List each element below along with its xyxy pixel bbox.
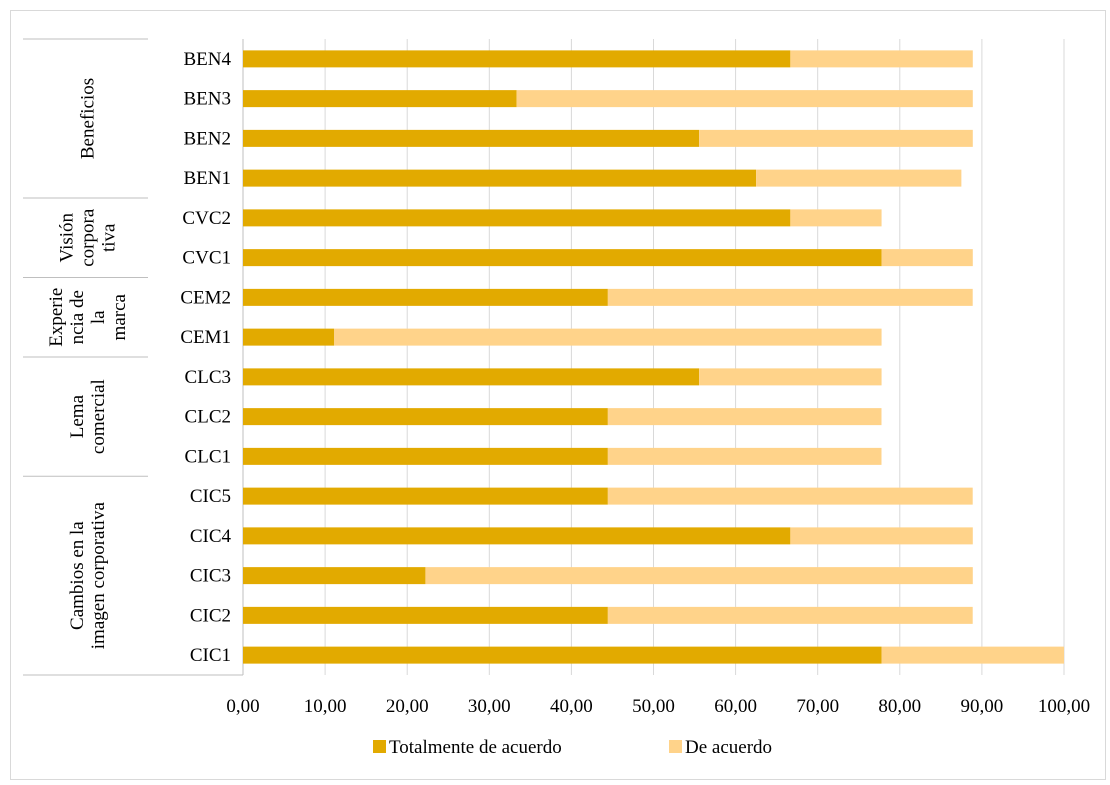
category-label-cic1: CIC1 xyxy=(190,645,231,666)
bar-totalmente-ben3 xyxy=(243,90,517,108)
group-label-line: marca xyxy=(109,293,130,340)
chart-frame: CIC1 CIC2 CIC3 CIC4 CIC5 CLC1 CLC2 CLC3 CEM1 CEM2… xyxy=(10,10,1106,780)
x-tick-label: 40,00 xyxy=(550,696,593,717)
group-label-line: Beneficios xyxy=(78,78,99,159)
x-tick-label: 50,00 xyxy=(632,696,675,717)
x-tick-label: 80,00 xyxy=(878,696,921,717)
category-label-cem2: CEM2 xyxy=(180,287,231,308)
group-label-line: Cambios en la xyxy=(67,521,88,630)
bar-de-acuerdo-clc2 xyxy=(607,408,882,426)
category-label-clc3: CLC3 xyxy=(185,367,231,388)
bar-totalmente-clc2 xyxy=(243,408,608,426)
group-label-0: Cambios en la imagen corporativa xyxy=(67,501,109,649)
x-tick-label: 10,00 xyxy=(304,696,347,717)
legend-label-totalmente-de-acuerdo: Totalmente de acuerdo xyxy=(389,737,562,758)
group-label-1: Lema comercial xyxy=(67,379,109,454)
bar-totalmente-cic1 xyxy=(243,646,882,664)
x-tick-label: 70,00 xyxy=(796,696,839,717)
category-label-clc2: CLC2 xyxy=(185,407,231,428)
category-label-ben2: BEN2 xyxy=(184,128,232,149)
bar-totalmente-cic3 xyxy=(243,567,426,585)
bar-de-acuerdo-cem2 xyxy=(607,288,973,306)
x-tick-label: 30,00 xyxy=(468,696,511,717)
bar-totalmente-cvc2 xyxy=(243,209,791,227)
legend-swatch-totalmente-de-acuerdo xyxy=(373,740,386,753)
bar-totalmente-clc1 xyxy=(243,447,608,465)
bar-totalmente-cic4 xyxy=(243,527,791,545)
group-label-line: imagen corporativa xyxy=(88,501,109,649)
x-tick-label: 90,00 xyxy=(961,696,1004,717)
bar-de-acuerdo-cic4 xyxy=(790,527,973,545)
group-label-line: corpora xyxy=(78,208,99,267)
group-label-4: Beneficios xyxy=(78,78,99,159)
x-tick-label: 0,00 xyxy=(226,696,259,717)
bar-totalmente-cem1 xyxy=(243,328,335,346)
bar-totalmente-cem2 xyxy=(243,288,608,306)
bar-de-acuerdo-cic2 xyxy=(607,606,973,624)
category-label-ben1: BEN1 xyxy=(184,168,232,189)
group-label-line: comercial xyxy=(88,379,109,454)
category-label-cvc2: CVC2 xyxy=(182,208,231,229)
category-label-cvc1: CVC1 xyxy=(182,248,231,269)
category-label-cic3: CIC3 xyxy=(190,566,231,587)
bar-de-acuerdo-cvc1 xyxy=(881,249,973,267)
category-label-cem1: CEM1 xyxy=(180,327,231,348)
bar-de-acuerdo-ben3 xyxy=(516,90,973,108)
category-label-cic5: CIC5 xyxy=(190,486,231,507)
bar-de-acuerdo-cic1 xyxy=(881,646,1064,664)
bar-de-acuerdo-cic5 xyxy=(607,487,973,505)
bar-de-acuerdo-ben4 xyxy=(790,50,973,68)
group-label-line: Lema xyxy=(67,394,88,438)
bar-totalmente-ben2 xyxy=(243,129,700,147)
group-label-line: tiva xyxy=(99,223,120,252)
group-label-line: Experie xyxy=(46,288,67,347)
bar-de-acuerdo-clc1 xyxy=(607,447,882,465)
category-label-ben3: BEN3 xyxy=(184,89,232,110)
bar-de-acuerdo-clc3 xyxy=(699,368,882,386)
bar-de-acuerdo-ben2 xyxy=(699,129,973,147)
legend-swatch-de-acuerdo xyxy=(669,740,682,753)
bar-totalmente-cic5 xyxy=(243,487,608,505)
category-label-ben4: BEN4 xyxy=(184,49,232,70)
category-label-clc1: CLC1 xyxy=(185,446,231,467)
bar-de-acuerdo-cem1 xyxy=(334,328,882,346)
category-label-cic4: CIC4 xyxy=(190,526,232,547)
group-label-2: Experie ncia de la marca xyxy=(46,288,130,347)
bar-de-acuerdo-cic3 xyxy=(425,567,973,585)
group-label-line: Visión xyxy=(57,212,78,262)
group-label-line: la xyxy=(88,310,109,324)
bar-de-acuerdo-ben1 xyxy=(756,169,962,187)
legend-label-de-acuerdo: De acuerdo xyxy=(685,737,772,758)
bar-totalmente-cvc1 xyxy=(243,249,882,267)
x-tick-label: 20,00 xyxy=(386,696,429,717)
bar-de-acuerdo-cvc2 xyxy=(790,209,882,227)
category-label-cic2: CIC2 xyxy=(190,605,231,626)
bar-totalmente-clc3 xyxy=(243,368,700,386)
x-tick-label: 100,00 xyxy=(1038,696,1090,717)
bar-totalmente-cic2 xyxy=(243,606,608,624)
group-label-3: Visión corpora tiva xyxy=(57,208,120,267)
stacked-bar-chart: CIC1 CIC2 CIC3 CIC4 CIC5 CLC1 CLC2 CLC3 CEM1 CEM2… xyxy=(23,38,1090,758)
bar-totalmente-ben1 xyxy=(243,169,757,187)
group-label-line: ncia de xyxy=(67,290,88,344)
x-tick-label: 60,00 xyxy=(714,696,757,717)
bar-totalmente-ben4 xyxy=(243,50,791,68)
